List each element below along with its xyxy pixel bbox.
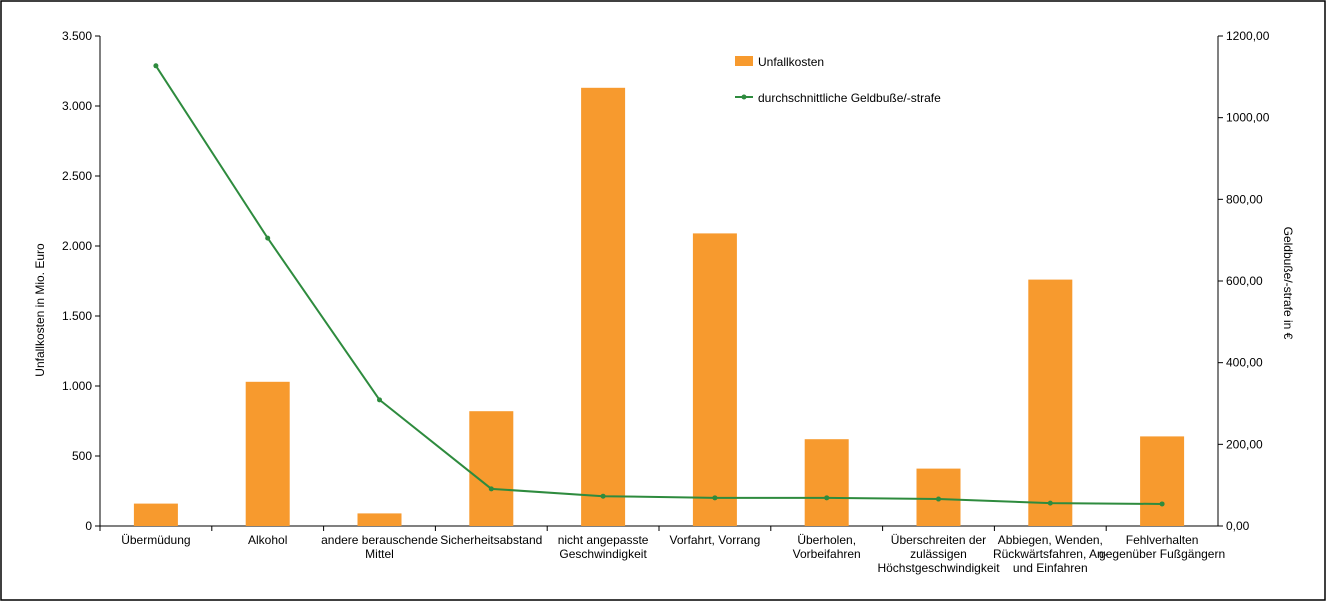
y2-axis-label: Geldbuße/-strafe in € <box>1281 227 1295 340</box>
y2-tick-label: 0,00 <box>1226 519 1250 533</box>
line-point <box>1159 501 1165 507</box>
x-tick-label: Überholen, Vorbeifahren <box>793 533 861 561</box>
legend-swatch <box>741 94 747 100</box>
line-point <box>153 63 159 69</box>
y-tick-label: 1.500 <box>62 309 92 323</box>
legend-label: durchschnittliche Geldbuße/-strafe <box>758 91 941 105</box>
bar <box>804 439 849 526</box>
bar <box>133 503 178 526</box>
x-tick-label: Sicherheitsabstand <box>440 533 542 547</box>
y-tick-label: 3.000 <box>62 99 92 113</box>
x-tick-label: Abbiegen, Wenden, Rückwärtsfahren, An-und… <box>993 533 1108 575</box>
line-point <box>1047 500 1053 506</box>
bar <box>692 233 737 526</box>
bar <box>357 513 402 526</box>
bar <box>1028 279 1073 526</box>
y-tick-label: 3.500 <box>62 29 92 43</box>
x-tick-label: Alkohol <box>248 533 287 547</box>
y2-tick-label: 1200,00 <box>1226 29 1270 43</box>
line-point <box>936 496 941 502</box>
y2-tick-label: 600,00 <box>1226 274 1263 288</box>
line-point <box>600 493 606 499</box>
y2-tick-label: 800,00 <box>1226 192 1263 206</box>
x-tick-label: nicht angepasste Geschwindigkeit <box>558 533 649 561</box>
legend-label: Unfallkosten <box>758 55 824 69</box>
x-tick-label: Übermüdung <box>121 533 190 547</box>
line-point <box>712 495 718 501</box>
line-point <box>377 397 382 403</box>
y2-tick-label: 200,00 <box>1226 437 1263 451</box>
bar <box>245 381 290 526</box>
line-point <box>265 235 271 241</box>
bar <box>581 87 626 527</box>
x-tick-label: Überschreiten der zulässigen Höchstgeschwi… <box>877 533 1000 575</box>
legend-swatch <box>735 56 753 66</box>
y2-tick-label: 1000,00 <box>1226 111 1270 125</box>
line-point <box>824 495 830 501</box>
y-axis-label: Unfallkosten in Mio. Euro <box>33 243 47 377</box>
x-tick-label: Vorfahrt, Vorrang <box>670 533 761 547</box>
line <box>155 65 1163 505</box>
y-tick-label: 1.000 <box>62 379 92 393</box>
y-tick-label: 500 <box>72 449 92 463</box>
y-tick-label: 2.000 <box>62 239 92 253</box>
y-tick-label: 2.500 <box>62 169 92 183</box>
bar <box>1140 436 1185 526</box>
bar <box>469 411 514 526</box>
x-tick-label: Fehlverhalten gegenüber Fußgängern <box>1099 533 1225 561</box>
x-tick-label: andere berauschende Mittel <box>321 533 438 561</box>
y2-tick-label: 400,00 <box>1226 356 1263 370</box>
line-point <box>488 486 494 492</box>
y-tick-label: 0 <box>85 519 92 533</box>
